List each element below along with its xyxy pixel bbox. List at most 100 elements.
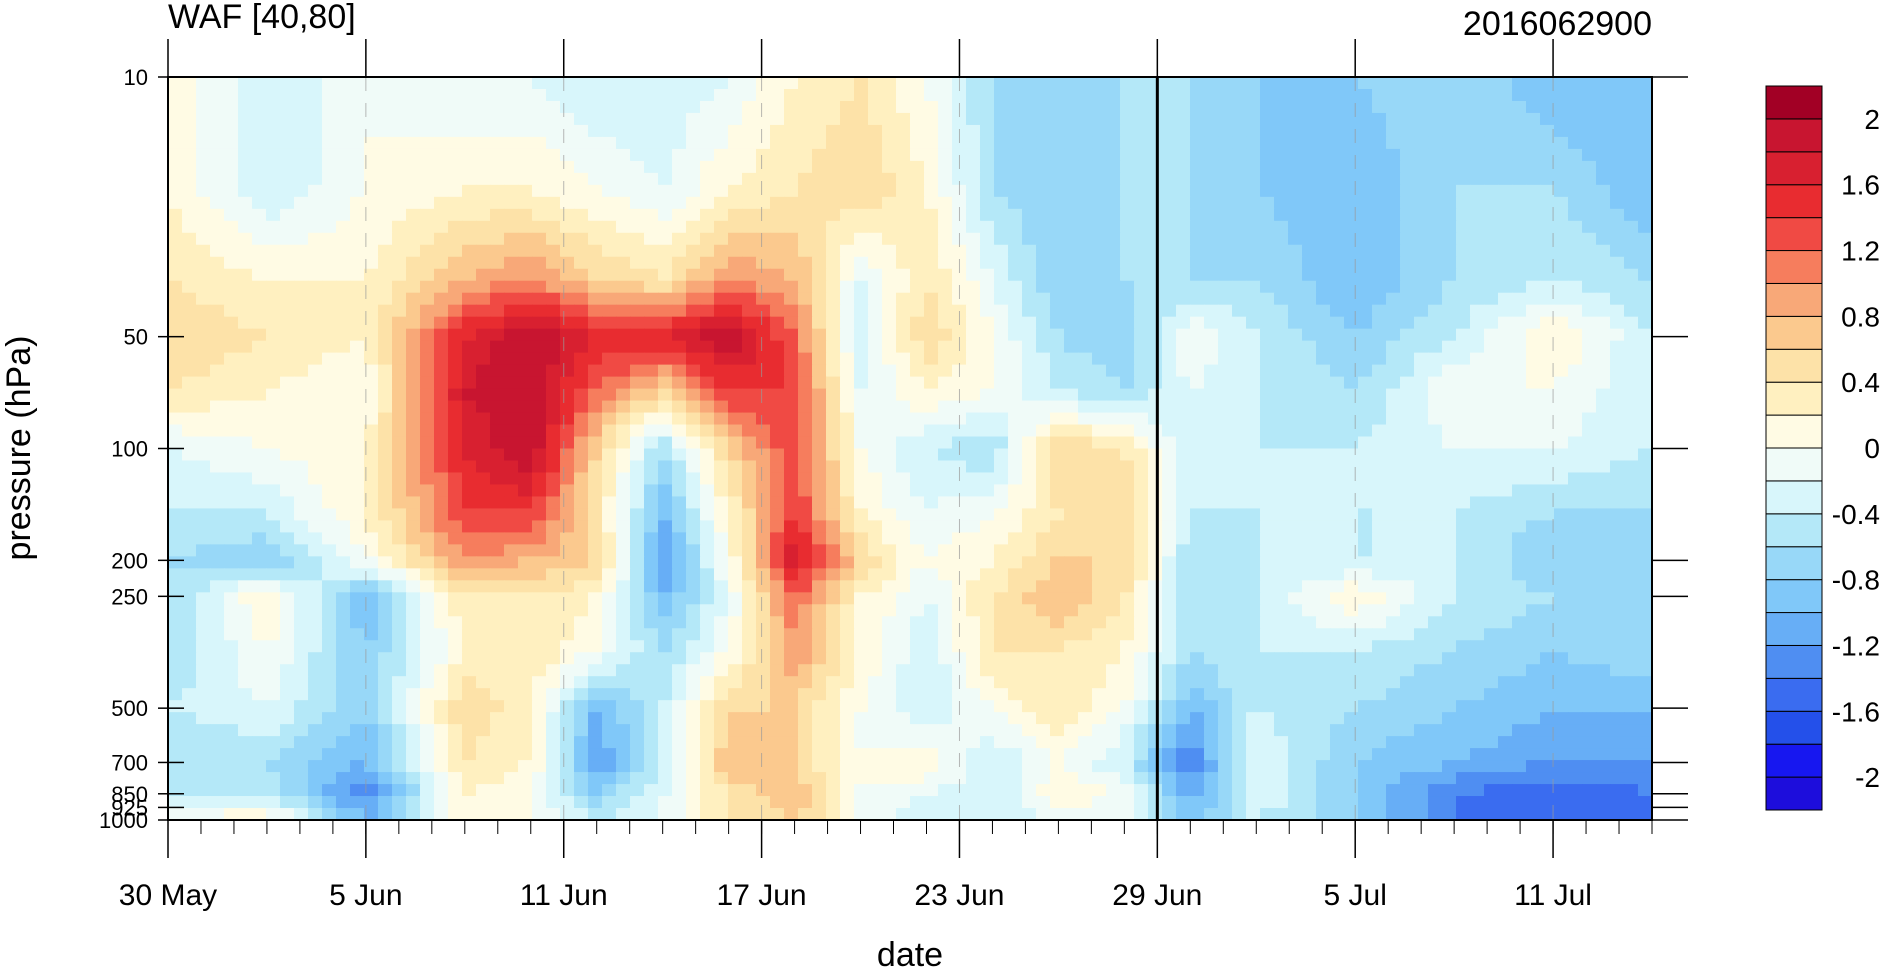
field-cell: [1512, 328, 1527, 342]
field-cell: [210, 448, 225, 462]
field-cell: [1050, 292, 1065, 306]
field-cell: [826, 88, 841, 102]
field-cell: [1526, 160, 1541, 174]
field-cell: [1414, 544, 1429, 557]
field-cell: [1316, 340, 1331, 354]
field-cell: [602, 148, 617, 162]
field-cell: [854, 328, 869, 342]
field-cell: [1400, 424, 1415, 438]
field-cell: [1568, 448, 1583, 462]
field-cell: [1008, 244, 1023, 258]
field-cell: [924, 388, 939, 402]
field-cell: [532, 568, 547, 581]
field-cell: [1316, 100, 1331, 114]
field-cell: [924, 532, 939, 545]
field-cell: [630, 77, 645, 90]
field-cell: [1400, 520, 1415, 533]
field-cell: [448, 100, 463, 114]
field-cell: [252, 208, 267, 222]
field-cell: [546, 448, 561, 462]
field-cell: [1218, 376, 1233, 390]
field-cell: [1078, 556, 1093, 569]
field-cell: [980, 472, 995, 486]
field-cell: [294, 268, 309, 282]
field-cell: [392, 208, 407, 222]
field-cell: [770, 88, 785, 102]
field-cell: [1568, 124, 1583, 138]
field-cell: [1344, 424, 1359, 438]
field-cell: [1050, 448, 1065, 462]
field-cell: [798, 592, 813, 605]
field-cell: [1274, 400, 1289, 414]
field-cell: [840, 256, 855, 270]
field-cell: [1386, 316, 1401, 330]
field-cell: [1330, 472, 1345, 486]
field-cell: [252, 496, 267, 510]
field-cell: [1596, 448, 1611, 462]
field-cell: [980, 436, 995, 450]
field-cell: [1372, 628, 1387, 641]
field-cell: [882, 244, 897, 258]
field-cell: [1316, 304, 1331, 318]
field-cell: [1624, 436, 1639, 450]
field-cell: [1120, 160, 1135, 174]
field-cell: [1624, 484, 1639, 498]
field-cell: [1638, 100, 1652, 114]
field-cell: [1316, 448, 1331, 462]
field-cell: [784, 628, 799, 641]
field-cell: [686, 508, 701, 521]
field-cell: [1036, 268, 1051, 282]
field-cell: [252, 520, 267, 533]
field-cell: [938, 256, 953, 270]
field-cell: [1134, 544, 1149, 557]
field-cell: [378, 160, 393, 174]
field-cell: [770, 112, 785, 126]
field-cell: [770, 376, 785, 390]
field-cell: [434, 124, 449, 138]
field-cell: [1022, 124, 1037, 138]
field-cell: [434, 544, 449, 557]
field-cell: [308, 160, 323, 174]
field-cell: [700, 220, 715, 234]
field-cell: [798, 448, 813, 462]
field-cell: [1386, 556, 1401, 569]
field-cell: [406, 172, 421, 186]
field-cell: [1008, 496, 1023, 510]
field-cell: [980, 448, 995, 462]
field-cell: [910, 292, 925, 306]
field-cell: [1134, 520, 1149, 533]
field-cell: [1232, 424, 1247, 438]
field-cell: [868, 568, 883, 581]
field-cell: [1022, 424, 1037, 438]
field-cell: [364, 412, 379, 426]
field-cell: [336, 376, 351, 390]
field-cell: [1596, 472, 1611, 486]
field-cell: [1358, 88, 1373, 102]
field-cell: [1386, 364, 1401, 378]
field-cell: [756, 280, 771, 294]
field-cell: [910, 460, 925, 474]
field-cell: [1596, 112, 1611, 126]
field-cell: [868, 544, 883, 557]
field-cell: [1582, 256, 1597, 270]
field-cell: [1624, 88, 1639, 102]
field-cell: [672, 580, 687, 593]
field-cell: [1288, 520, 1303, 533]
field-cell: [896, 268, 911, 282]
field-cell: [1022, 628, 1037, 641]
field-cell: [924, 340, 939, 354]
field-cell: [784, 280, 799, 294]
field-cell: [938, 484, 953, 498]
field-cell: [1134, 496, 1149, 510]
field-cell: [1148, 136, 1163, 150]
field-cell: [1498, 424, 1513, 438]
field-cell: [560, 496, 575, 510]
field-cell: [294, 388, 309, 402]
field-cell: [1428, 244, 1443, 258]
field-cell: [1190, 352, 1205, 366]
field-cell: [1638, 568, 1652, 581]
field-cell: [336, 424, 351, 438]
field-cell: [434, 112, 449, 126]
field-cell: [224, 88, 239, 102]
field-cell: [238, 292, 253, 306]
